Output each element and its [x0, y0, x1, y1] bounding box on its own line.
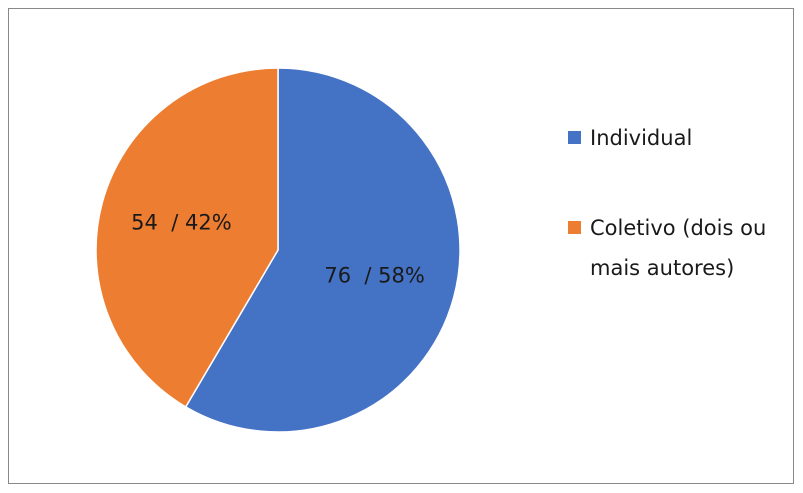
- legend-item: Coletivo (dois ou mais autores): [568, 208, 768, 288]
- legend-label: Coletivo (dois ou mais autores): [590, 216, 767, 280]
- pie-slice: [95, 67, 279, 408]
- data-label: 76 / 58%: [324, 263, 425, 287]
- pie-slice: [184, 67, 461, 433]
- chart-frame: [8, 8, 794, 484]
- legend-swatch: [568, 221, 581, 234]
- legend-item: Individual: [568, 118, 768, 158]
- data-label: 54 / 42%: [131, 211, 232, 235]
- legend-swatch: [568, 131, 581, 144]
- legend-label: Individual: [590, 126, 693, 150]
- legend: Individual Coletivo (dois ou mais autores…: [568, 118, 768, 338]
